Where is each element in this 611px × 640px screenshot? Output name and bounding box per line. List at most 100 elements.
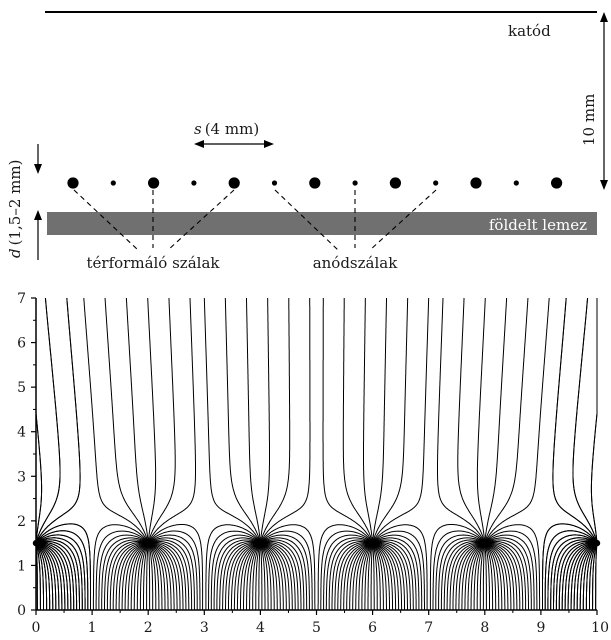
field-line	[573, 543, 600, 610]
field-line	[149, 544, 163, 610]
field-line	[112, 542, 146, 610]
field-line	[106, 540, 147, 610]
field-line	[455, 543, 483, 610]
x-tick-label: 4	[256, 620, 265, 636]
field-line	[92, 524, 148, 610]
field-line	[486, 544, 503, 610]
field-line	[374, 543, 400, 610]
field-wire-dot	[309, 177, 321, 189]
field-line	[147, 544, 151, 610]
field-line	[547, 534, 596, 610]
field-line	[205, 524, 260, 610]
field-line	[260, 544, 263, 610]
field-line	[260, 298, 311, 542]
field-line	[374, 543, 394, 610]
field-line	[589, 544, 598, 610]
field-line	[36, 544, 44, 610]
field-line	[148, 544, 160, 610]
field-line	[484, 297, 529, 542]
field-line	[340, 542, 371, 610]
anode-wire-dot	[110, 180, 116, 186]
x-tick-label: 2	[144, 620, 153, 636]
field-line	[115, 542, 146, 610]
spacing-symbol: s	[194, 120, 202, 138]
field-line	[367, 544, 373, 610]
field-line	[150, 540, 190, 610]
x-tick-label: 5	[312, 620, 321, 636]
field-line	[558, 541, 595, 610]
field-line	[485, 544, 500, 610]
field-line	[33, 540, 78, 610]
anode-wire-marks	[32, 539, 601, 547]
grounded-plate	[47, 212, 597, 235]
field-line	[550, 537, 596, 610]
field-line	[582, 544, 599, 610]
field-line	[484, 544, 487, 610]
y-tick-label: 2	[17, 514, 26, 530]
field-line	[149, 534, 198, 610]
field-line	[317, 524, 372, 610]
field-line	[150, 543, 175, 610]
anode-wires-label: anódszálak	[313, 254, 399, 272]
leader-field-left	[73, 189, 139, 251]
field-line	[542, 523, 597, 610]
anode-wire-mark	[593, 539, 601, 547]
leader-anode-left	[274, 189, 339, 251]
field-line	[352, 543, 372, 610]
field-line	[374, 542, 405, 610]
leader-field-right	[167, 189, 235, 251]
field-line	[261, 544, 272, 610]
field-line	[567, 543, 600, 610]
field-line	[139, 544, 148, 610]
field-line	[149, 543, 172, 610]
field-line	[487, 542, 518, 610]
field-line	[370, 544, 373, 610]
field-line	[486, 543, 506, 610]
field-line	[261, 537, 308, 610]
field-line	[262, 539, 305, 610]
field-line	[476, 544, 485, 610]
field-line	[125, 298, 149, 542]
field-line	[373, 544, 387, 610]
leader-anode-right	[369, 189, 437, 251]
field-line	[331, 540, 371, 610]
field-wire-dot	[389, 177, 401, 189]
field-line	[130, 544, 147, 610]
grounded-plate-label: földelt lemez	[489, 216, 587, 234]
field-line	[216, 539, 259, 610]
x-tick-label: 3	[200, 620, 209, 636]
gap-arrow-up-icon	[34, 210, 42, 220]
anode-wire-dot	[271, 180, 278, 186]
field-line	[372, 298, 387, 542]
field-line	[485, 530, 538, 610]
field-line	[127, 543, 147, 610]
field-line	[118, 543, 147, 610]
field-line	[149, 543, 169, 610]
field-line	[133, 544, 148, 610]
field-line	[373, 530, 425, 610]
field-line	[219, 540, 259, 610]
field-line	[261, 543, 281, 610]
field-line	[261, 544, 278, 610]
field-line	[443, 540, 483, 610]
anode-wire-mark	[369, 539, 376, 547]
field-line	[262, 541, 299, 610]
field-line	[484, 544, 490, 610]
field-line	[585, 544, 599, 610]
field-line	[36, 544, 41, 610]
field-line	[464, 543, 484, 610]
field-line	[486, 534, 535, 610]
field-line	[449, 542, 483, 610]
y-tick-label: 0	[17, 603, 26, 619]
field-line	[34, 534, 86, 610]
field-wire-dot	[470, 177, 482, 189]
field-line	[485, 544, 497, 610]
field-line	[342, 298, 373, 542]
field-line	[457, 297, 485, 542]
x-tick-label: 6	[368, 620, 377, 636]
field-line	[121, 543, 147, 610]
field-line	[479, 544, 485, 610]
field-line	[37, 543, 63, 610]
field-line	[213, 537, 259, 610]
field-line	[485, 297, 550, 542]
